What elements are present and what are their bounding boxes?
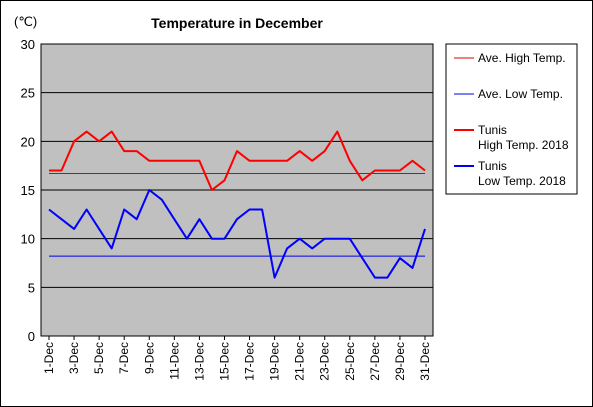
y-tick-label: 30	[21, 37, 35, 52]
legend: Ave. High Temp. Ave. Low Temp. Tunis High T…	[445, 43, 578, 195]
legend-box	[445, 43, 578, 195]
y-tick-label: 25	[21, 86, 35, 101]
y-tick-label: 20	[21, 134, 35, 149]
y-tick-label: 0	[28, 329, 35, 344]
chart-title: Temperature in December	[151, 15, 323, 31]
x-tick-label: 9-Dec	[142, 342, 156, 374]
legend-label-1: Ave. Low Temp.	[478, 87, 563, 101]
legend-label-0: Ave. High Temp.	[478, 51, 566, 65]
x-tick-label: 11-Dec	[167, 342, 181, 380]
series-lines	[48, 130, 426, 279]
x-tick-label: 25-Dec	[343, 342, 357, 381]
x-tick-label: 5-Dec	[92, 342, 106, 374]
legend-label-2: Tunis High Temp. 2018	[478, 123, 569, 152]
y-tick-label: 10	[21, 232, 35, 247]
x-axis-ticks: 1-Dec 3-Dec 5-Dec 7-Dec 9-Dec 11-Dec 13-Dec 15-…	[42, 336, 432, 381]
y-unit-label: (℃)	[14, 14, 37, 29]
x-tick-label: 21-Dec	[293, 342, 307, 381]
series-line-2	[49, 130, 426, 191]
x-tick-label: 7-Dec	[117, 342, 131, 374]
series-line-3	[48, 189, 426, 279]
x-tick-label: 27-Dec	[368, 342, 382, 381]
x-tick-label: 3-Dec	[67, 342, 81, 374]
x-tick-label: 1-Dec	[42, 342, 56, 374]
x-tick-label: 13-Dec	[192, 342, 206, 381]
x-tick-label: 15-Dec	[217, 342, 231, 381]
x-tick-label: 31-Dec	[418, 342, 432, 381]
x-tick-label: 29-Dec	[393, 342, 407, 381]
y-axis-ticks: 0 5 10 15 20 25 30	[21, 37, 35, 344]
legend-label-3: Tunis Low Temp. 2018	[478, 159, 566, 188]
x-tick-label: 19-Dec	[268, 342, 282, 381]
x-tick-label: 17-Dec	[243, 342, 257, 381]
y-tick-label: 15	[21, 183, 35, 198]
x-tick-label: 23-Dec	[318, 342, 332, 381]
y-tick-label: 5	[28, 280, 35, 295]
